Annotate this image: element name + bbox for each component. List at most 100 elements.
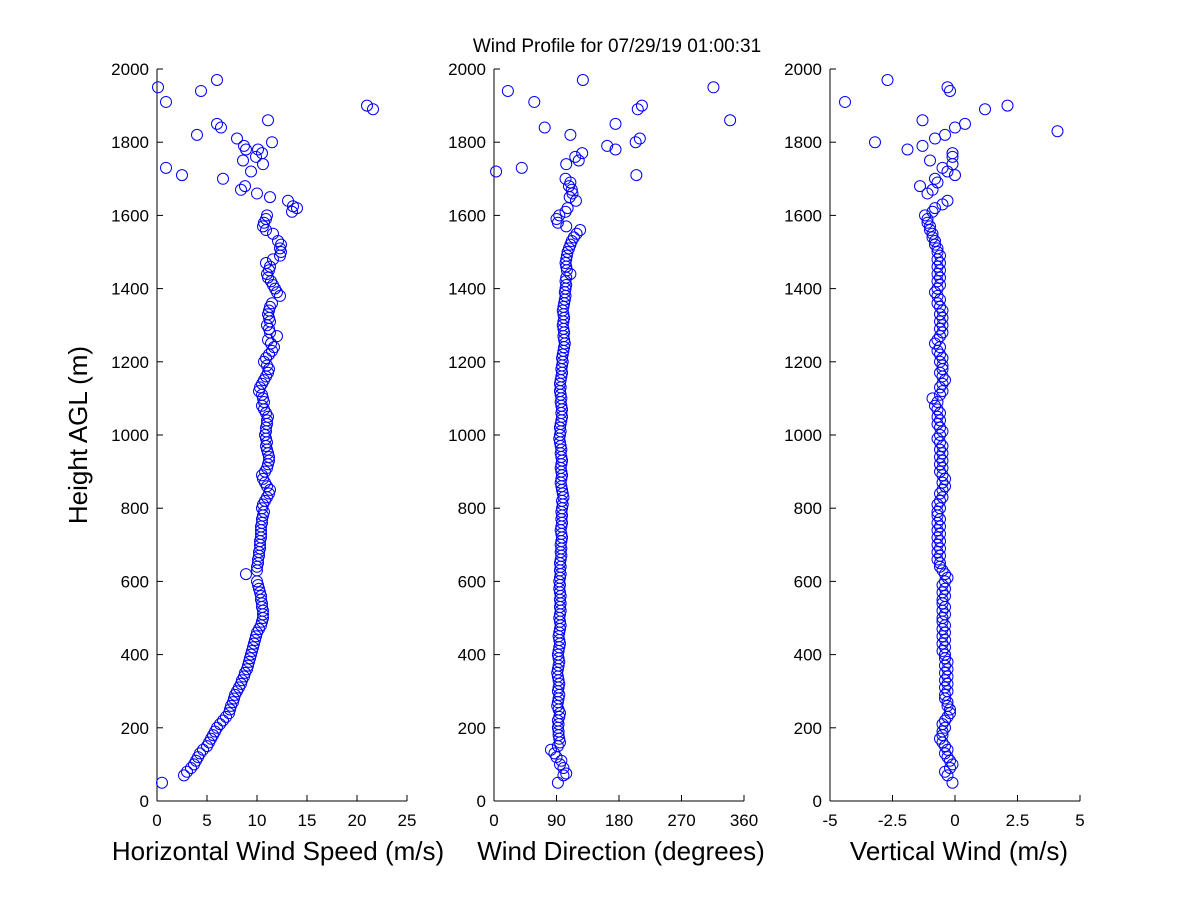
x-axis-label: Horizontal Wind Speed (m/s) — [112, 836, 444, 866]
data-point — [217, 172, 229, 185]
y-tick-label: 1200 — [448, 353, 486, 372]
y-tick-label: 800 — [458, 499, 486, 518]
data-point — [564, 128, 577, 141]
data-point — [934, 322, 946, 335]
x-tick-label: 15 — [298, 811, 317, 830]
data-point — [931, 538, 944, 551]
y-axis-label: Height AGL (m) — [63, 346, 93, 524]
data-point — [252, 143, 264, 156]
data-point — [707, 81, 720, 94]
data-point — [633, 132, 646, 145]
y-tick-label: 1800 — [448, 133, 486, 152]
data-point — [931, 282, 944, 295]
data-point — [941, 655, 954, 668]
data-point — [946, 150, 959, 163]
data-point — [262, 114, 274, 127]
y-tick-label: 200 — [458, 719, 486, 738]
data-point — [939, 590, 951, 603]
data-point — [939, 688, 951, 701]
data-point — [929, 235, 941, 248]
data-point — [921, 216, 934, 229]
data-point — [939, 575, 951, 588]
panel-speed: 0 200 400 600 800 1000 1200 1400 1600 1800 2000 0 5 1… — [63, 60, 444, 866]
data-point — [260, 256, 272, 269]
data-point — [941, 670, 954, 683]
data-point — [934, 271, 946, 284]
data-point — [560, 278, 573, 291]
data-point — [941, 699, 954, 712]
data-point — [936, 447, 949, 460]
data-point — [934, 249, 946, 262]
y-tick-label: 2000 — [448, 60, 486, 79]
data-point — [250, 150, 262, 163]
data-point — [197, 743, 209, 756]
data-point — [256, 147, 268, 160]
data-point — [924, 220, 936, 233]
y-tick-label: 1400 — [448, 280, 486, 299]
x-tick-label: 5 — [202, 811, 211, 830]
data-point — [934, 549, 946, 562]
data-point — [931, 289, 944, 302]
x-tick-label: 10 — [248, 811, 267, 830]
x-tick-label: 5 — [1075, 811, 1084, 830]
data-point — [936, 644, 949, 657]
data-point — [268, 341, 280, 354]
y-tick-label: 1600 — [784, 206, 822, 225]
data-point — [926, 205, 939, 218]
data-point — [979, 103, 991, 116]
data-point — [560, 249, 573, 262]
data-point — [934, 414, 946, 427]
data-point — [926, 231, 939, 244]
data-point — [931, 260, 944, 273]
y-tick-label: 600 — [121, 572, 149, 591]
data-points — [152, 73, 379, 789]
data-point — [936, 311, 949, 324]
data-point — [936, 612, 949, 624]
data-point — [941, 194, 954, 207]
x-tick-label: 180 — [605, 811, 633, 830]
data-point — [931, 267, 944, 280]
data-point — [181, 765, 193, 778]
data-point — [934, 315, 946, 328]
data-point — [178, 769, 190, 782]
data-point — [560, 220, 573, 233]
data-point — [934, 465, 946, 478]
y-tick-label: 600 — [794, 572, 822, 591]
data-point — [553, 209, 566, 222]
y-tick-label: 200 — [121, 719, 149, 738]
data-point — [934, 355, 946, 368]
data-point — [211, 117, 223, 130]
data-point — [916, 114, 929, 127]
y-tick-label: 1200 — [111, 353, 149, 372]
data-point — [266, 297, 278, 310]
data-point — [557, 762, 570, 775]
data-point — [944, 703, 956, 716]
x-tick-label: -5 — [822, 811, 837, 830]
data-point — [220, 710, 232, 723]
data-point — [217, 714, 229, 727]
data-point — [565, 183, 578, 196]
data-point — [245, 165, 257, 178]
panel-vertical: 0 200 400 600 800 1000 1200 1400 1600 1800 2000 -5 -… — [784, 60, 1085, 866]
data-point — [939, 128, 951, 141]
panel-direction: 0 200 400 600 800 1000 1200 1400 1600 1800 2000 0 90… — [448, 60, 765, 866]
data-point — [367, 103, 379, 116]
data-point — [931, 176, 944, 189]
data-point — [924, 224, 936, 237]
data-point — [528, 95, 541, 108]
data-point — [538, 121, 551, 134]
data-point — [944, 707, 956, 720]
data-point — [919, 209, 931, 222]
y-tick-label: 400 — [458, 646, 486, 665]
data-point — [231, 132, 243, 145]
data-point — [869, 136, 881, 149]
y-tick-label: 2000 — [784, 60, 822, 79]
data-point — [560, 158, 573, 171]
data-points — [490, 73, 737, 789]
data-point — [931, 546, 944, 559]
y-tick-label: 1600 — [448, 206, 486, 225]
data-point — [267, 253, 279, 266]
y-tick-label: 1600 — [111, 206, 149, 225]
